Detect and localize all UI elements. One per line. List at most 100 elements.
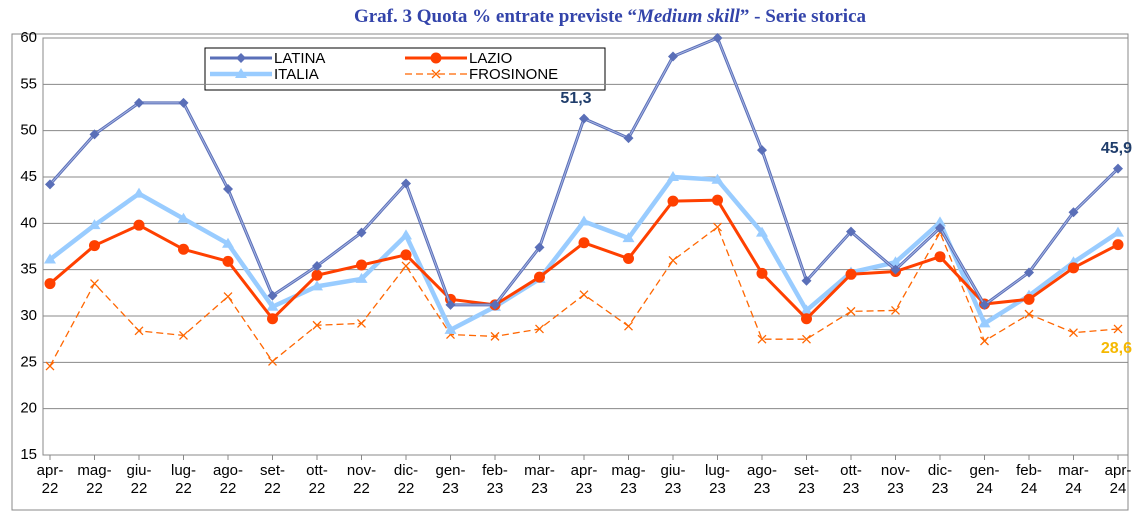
marker xyxy=(712,33,723,43)
marker xyxy=(667,195,679,207)
marker xyxy=(133,219,145,231)
marker xyxy=(45,179,55,190)
x-tick-line: 23 xyxy=(487,480,504,497)
x-tick-line: nov- xyxy=(347,462,376,479)
y-tick-label: 20 xyxy=(20,400,37,417)
y-tick-label: 45 xyxy=(20,168,37,185)
marker xyxy=(846,306,856,316)
y-tick-label: 55 xyxy=(20,75,37,92)
marker xyxy=(235,68,247,78)
x-tick-line: 23 xyxy=(665,480,682,497)
legend xyxy=(204,47,606,91)
x-tick-label: feb-23 xyxy=(482,462,508,497)
marker xyxy=(1113,163,1123,174)
x-tick-line: ago- xyxy=(747,462,777,479)
marker xyxy=(356,259,367,271)
x-tick-label: giu-23 xyxy=(660,462,685,497)
marker xyxy=(490,299,500,310)
x-tick-label: gen-24 xyxy=(969,462,999,497)
x-tick-line: giu- xyxy=(660,462,685,479)
marker xyxy=(445,299,456,310)
marker xyxy=(355,272,368,283)
x-tick-line: set- xyxy=(794,462,819,479)
x-tick-line: 24 xyxy=(976,480,993,497)
x-tick-line: 23 xyxy=(754,480,771,497)
marker xyxy=(711,173,724,184)
x-tick-line: apr- xyxy=(1105,462,1132,479)
marker xyxy=(178,243,189,255)
marker xyxy=(668,255,678,265)
marker xyxy=(801,275,812,286)
data-label: 28,6 xyxy=(1101,340,1132,357)
marker xyxy=(223,184,233,195)
marker xyxy=(400,229,412,240)
marker xyxy=(579,113,589,124)
marker xyxy=(89,129,100,140)
marker xyxy=(980,336,989,346)
x-tick-line: 23 xyxy=(576,480,593,497)
x-tick-line: mag- xyxy=(77,462,111,479)
x-tick-label: nov-22 xyxy=(347,462,376,497)
legend-label: LATINA xyxy=(274,50,325,67)
marker xyxy=(668,51,678,62)
x-tick-label: lug-23 xyxy=(705,462,730,497)
marker xyxy=(267,313,278,325)
x-tick-label: apr-22 xyxy=(37,462,64,497)
marker xyxy=(1068,262,1079,274)
x-tick-line: 22 xyxy=(175,480,192,497)
legend-label: ITALIA xyxy=(274,66,319,83)
marker xyxy=(935,222,945,233)
x-tick-label: ott-23 xyxy=(840,462,862,497)
x-tick-line: mar- xyxy=(524,462,555,479)
x-tick-line: 24 xyxy=(1065,480,1082,497)
marker xyxy=(268,356,277,366)
legend-label: FROSINONE xyxy=(469,66,558,83)
series xyxy=(44,194,1124,325)
marker xyxy=(444,323,457,334)
legend-label: LAZIO xyxy=(469,50,512,67)
marker xyxy=(667,171,679,181)
x-tick-line: 23 xyxy=(798,480,815,497)
x-tick-label: set-23 xyxy=(794,462,819,497)
marker xyxy=(1024,267,1034,278)
x-tick-line: 23 xyxy=(709,480,726,497)
x-tick-label: ott-22 xyxy=(306,462,328,497)
marker xyxy=(801,313,812,325)
marker xyxy=(756,226,768,237)
x-tick-label: dic-22 xyxy=(394,462,418,497)
x-tick-label: mag-22 xyxy=(77,462,111,497)
marker xyxy=(1113,324,1123,334)
marker xyxy=(45,361,55,371)
marker xyxy=(624,321,633,331)
marker xyxy=(178,97,189,108)
marker xyxy=(222,255,234,267)
marker xyxy=(400,249,412,261)
title-part: Medium skill xyxy=(636,6,741,27)
x-tick-label: gen-23 xyxy=(435,462,465,497)
marker xyxy=(312,260,322,271)
y-tick-label: 50 xyxy=(20,122,37,139)
x-tick-line: ott- xyxy=(306,462,328,479)
x-tick-line: lug- xyxy=(705,462,730,479)
marker xyxy=(578,237,590,249)
x-tick-label: dic-23 xyxy=(928,462,952,497)
x-tick-line: 22 xyxy=(220,480,237,497)
y-tick-label: 60 xyxy=(20,29,37,46)
x-tick-line: 23 xyxy=(531,480,548,497)
x-tick-line: 22 xyxy=(42,480,59,497)
marker xyxy=(236,53,246,63)
x-tick-line: mag- xyxy=(611,462,645,479)
marker xyxy=(934,251,946,263)
marker xyxy=(89,240,100,252)
marker xyxy=(756,267,768,279)
y-tick-label: 40 xyxy=(20,214,37,231)
x-tick-line: 23 xyxy=(620,480,637,497)
x-tick-line: 24 xyxy=(1110,480,1127,497)
series xyxy=(44,171,1124,334)
x-tick-label: mar-24 xyxy=(1058,462,1089,497)
x-tick-label: set-22 xyxy=(260,462,285,497)
marker xyxy=(401,261,411,271)
x-tick-line: 23 xyxy=(843,480,860,497)
marker xyxy=(1112,226,1124,237)
x-tick-label: feb-24 xyxy=(1016,462,1042,497)
